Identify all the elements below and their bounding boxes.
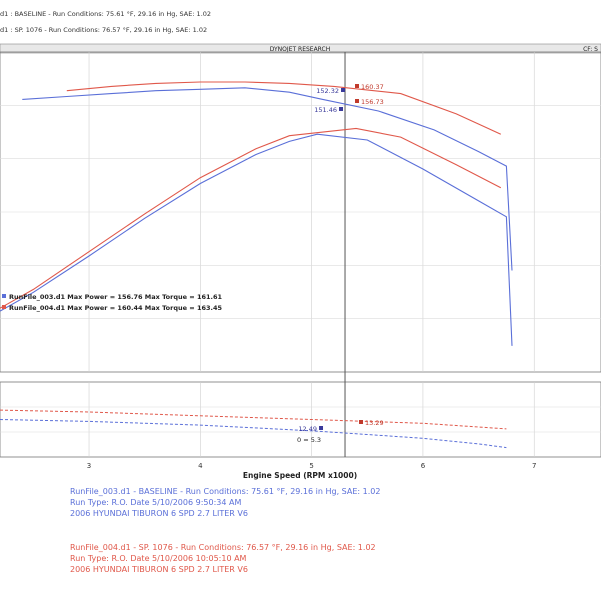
legend-entry-2: RunFile_004.d1 Max Power = 160.44 Max To…: [9, 304, 223, 312]
x-tick-label: 5: [309, 462, 313, 470]
x-tick-label: 7: [532, 462, 536, 470]
power-line-1: [0, 133, 513, 346]
chart-title-right: CF: S: [583, 46, 598, 53]
torque-line-1: [22, 87, 513, 271]
header-run2: d1 : SP. 1076 - Run Conditions: 76.57 °F…: [0, 26, 208, 34]
power-line-2: [0, 127, 502, 309]
legend-swatch-1: [2, 294, 6, 298]
annotation-red-bottom: 13.29: [365, 419, 384, 427]
annotation-bottom-marker: 0 = 5.3: [297, 436, 321, 444]
torque-line-2: [66, 81, 502, 135]
dyno-chart: DYNOJET RESEARCH CF: S 3 4 5 6 7 152.32 160.37 1…: [0, 43, 601, 480]
legend-swatch-2: [2, 305, 6, 309]
footer-run2-vehicle: 2006 HYUNDAI TIBURON 6 SPD 2.7 LITER V6: [70, 565, 248, 574]
x-axis-label: Engine Speed (RPM x1000): [243, 471, 357, 480]
footer-run1-vehicle: 2006 HYUNDAI TIBURON 6 SPD 2.7 LITER V6: [70, 509, 248, 518]
annotation-red-torque-marker: [355, 84, 360, 88]
annotation-red-power-marker: [355, 99, 360, 103]
footer-run1-type: Run Type: R.O. Date 5/10/2006 9:50:34 AM: [70, 498, 242, 507]
header-run1: d1 : BASELINE - Run Conditions: 75.61 °F…: [0, 10, 212, 18]
annotation-blue-torque: 152.32: [316, 87, 339, 95]
legend-entry-1: RunFile_003.d1 Max Power = 156.76 Max To…: [9, 293, 223, 301]
annotation-red-power: 156.73: [361, 98, 384, 106]
footer-run1-title: RunFile_003.d1 - BASELINE - Run Conditio…: [70, 487, 381, 496]
bottom-panel: [0, 381, 601, 458]
bottom-line-2: [0, 409, 507, 430]
footer-run2-title: RunFile_004.d1 - SP. 1076 - Run Conditio…: [70, 543, 376, 552]
annotation-blue-power: 151.46: [314, 106, 337, 114]
x-tick-label: 6: [421, 462, 426, 470]
annotation-red-torque: 160.37: [361, 83, 384, 91]
footer-run2-type: Run Type: R.O. Date 5/10/2006 10:05:10 A…: [70, 554, 247, 563]
annotation-blue-bottom: 12.49: [298, 425, 317, 433]
chart-title-bar: [0, 43, 601, 54]
annotation-blue-power-marker: [339, 107, 344, 111]
bottom-line-1: [0, 419, 507, 449]
annotation-blue-torque-marker: [341, 88, 346, 92]
chart-title: DYNOJET RESEARCH: [270, 46, 331, 53]
annotation-red-bottom-marker: [359, 420, 364, 424]
footer-run1: RunFile_003.d1 - BASELINE - Run Conditio…: [70, 486, 380, 519]
footer-run2: RunFile_004.d1 - SP. 1076 - Run Conditio…: [70, 542, 376, 575]
x-tick-label: 3: [87, 462, 91, 470]
x-tick-label: 4: [198, 462, 203, 470]
annotation-blue-bottom-marker: [319, 426, 324, 430]
top-panel: [0, 51, 601, 373]
